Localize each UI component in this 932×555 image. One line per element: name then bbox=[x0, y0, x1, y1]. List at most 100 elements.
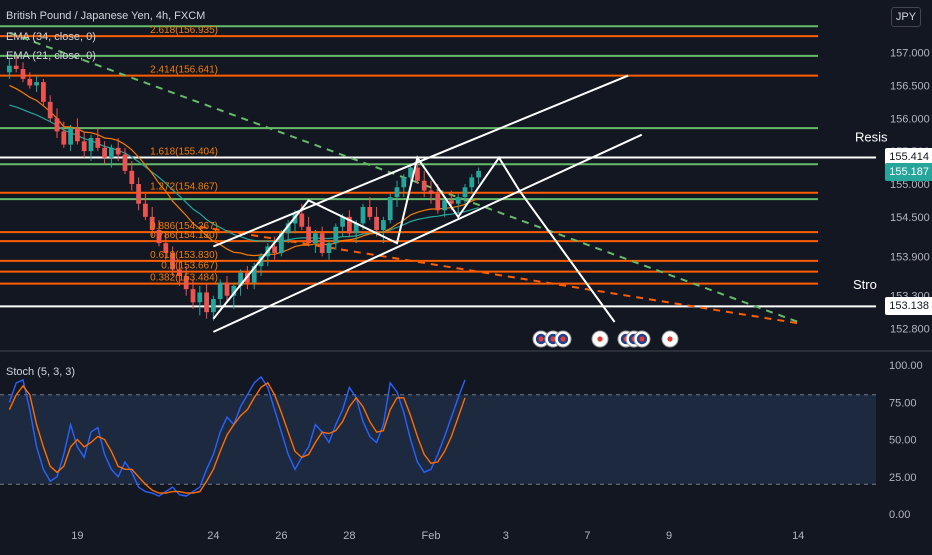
candle-body bbox=[374, 216, 379, 230]
candle-body bbox=[367, 207, 373, 217]
candle-body bbox=[415, 167, 420, 181]
candle-body bbox=[224, 282, 230, 296]
price-badge-current: 155.187 bbox=[885, 162, 932, 181]
candle-body bbox=[387, 197, 393, 221]
candle-body bbox=[408, 167, 413, 178]
candle-body bbox=[476, 170, 481, 178]
candle-body bbox=[34, 82, 39, 86]
candle-body bbox=[353, 223, 359, 234]
ema21-line bbox=[9, 84, 479, 257]
fib-label: 0.786(154.130) bbox=[150, 230, 218, 241]
candle-body bbox=[326, 243, 332, 253]
ema34-legend[interactable]: EMA (34, close, 0) bbox=[6, 31, 96, 43]
candle-body bbox=[156, 230, 162, 244]
price-tick: 156.000 bbox=[890, 113, 930, 125]
stoch-band bbox=[0, 394, 876, 485]
candle-body bbox=[204, 292, 209, 313]
candle-body bbox=[41, 82, 46, 102]
candle-body bbox=[183, 276, 189, 290]
candle-body bbox=[170, 253, 175, 270]
fib-label: 1.618(155.404) bbox=[150, 146, 218, 157]
stoch-tick: 50.00 bbox=[889, 435, 917, 447]
fib-label: 1.272(154.867) bbox=[150, 182, 218, 193]
price-tick: 153.900 bbox=[890, 251, 930, 263]
price-tick: 157.000 bbox=[890, 48, 930, 60]
candle-body bbox=[279, 233, 284, 253]
stoch-k-line bbox=[8, 375, 466, 497]
candle-body bbox=[197, 292, 203, 303]
stoch-tick: 100.00 bbox=[889, 360, 923, 372]
price-badge-support: 153.138 bbox=[885, 297, 932, 316]
candle-body bbox=[340, 216, 345, 227]
candle-body bbox=[109, 147, 114, 158]
price-tick: 154.500 bbox=[890, 212, 930, 224]
candle-body bbox=[258, 256, 264, 267]
candle-body bbox=[163, 243, 169, 253]
candle-body bbox=[211, 299, 216, 313]
channel-lower-line bbox=[212, 133, 643, 333]
candle-body bbox=[7, 65, 12, 73]
orange-dashed-trendline bbox=[199, 225, 799, 325]
time-tick: 9 bbox=[666, 530, 672, 542]
candle-body bbox=[47, 101, 53, 119]
candle-body bbox=[360, 207, 366, 224]
time-tick: 28 bbox=[343, 530, 355, 542]
candle-body bbox=[251, 266, 257, 283]
candle-body bbox=[102, 147, 107, 158]
candle-body bbox=[61, 131, 67, 145]
candle-body bbox=[442, 200, 447, 211]
candle-body bbox=[75, 128, 80, 142]
stoch-d-line bbox=[8, 381, 466, 494]
price-tick: 155.000 bbox=[890, 179, 930, 191]
candle-body bbox=[306, 226, 311, 244]
candle-body bbox=[449, 200, 454, 204]
candle-body bbox=[333, 226, 339, 244]
time-tick: 19 bbox=[71, 530, 83, 542]
fib-label: 0.618(153.830) bbox=[150, 250, 218, 261]
candle-body bbox=[129, 170, 135, 184]
candle-body bbox=[190, 289, 196, 303]
price-tick: 156.500 bbox=[890, 80, 930, 92]
candle-body bbox=[20, 69, 26, 79]
time-tick: 14 bbox=[792, 530, 804, 542]
candle-body bbox=[435, 193, 441, 211]
candle-body bbox=[313, 233, 318, 244]
candle-body bbox=[143, 203, 148, 217]
candle-body bbox=[122, 154, 128, 171]
currency-button[interactable]: JPY bbox=[891, 7, 921, 27]
candle-body bbox=[381, 220, 386, 230]
symbol-legend[interactable]: British Pound / Japanese Yen, 4h, FXCM bbox=[6, 10, 206, 22]
candle-body bbox=[299, 213, 305, 227]
gbp-flag-icon bbox=[554, 330, 572, 348]
fib-label: 0.5(153.667) bbox=[161, 261, 218, 272]
gbp-flag-icon bbox=[633, 330, 651, 348]
candle-body bbox=[54, 118, 60, 132]
candle-body bbox=[319, 233, 325, 253]
candle-body bbox=[401, 177, 407, 188]
time-tick: Feb bbox=[422, 530, 441, 542]
candle-body bbox=[272, 246, 277, 253]
jpy-flag-icon bbox=[661, 330, 679, 348]
candle-body bbox=[149, 216, 155, 230]
candle-body bbox=[285, 223, 291, 234]
candle-body bbox=[469, 177, 475, 188]
candle-body bbox=[238, 272, 243, 286]
stoch-legend[interactable]: Stoch (5, 3, 3) bbox=[6, 366, 76, 378]
gbp-flag-icon bbox=[532, 330, 550, 348]
candle-body bbox=[177, 269, 182, 276]
candle-body bbox=[231, 285, 237, 296]
candle-body bbox=[462, 187, 468, 198]
candle-body bbox=[81, 141, 87, 152]
time-tick: 26 bbox=[275, 530, 287, 542]
price-tick: 152.800 bbox=[890, 324, 930, 336]
fib-label: 2.414(156.641) bbox=[150, 65, 218, 76]
ema21-legend[interactable]: EMA (21, close, 0) bbox=[6, 50, 96, 62]
candle-body bbox=[455, 197, 461, 204]
candle-body bbox=[27, 78, 33, 86]
candle-body bbox=[68, 128, 73, 145]
time-tick: 7 bbox=[584, 530, 590, 542]
jpy-flag-icon bbox=[591, 330, 609, 348]
candle-body bbox=[95, 138, 101, 148]
